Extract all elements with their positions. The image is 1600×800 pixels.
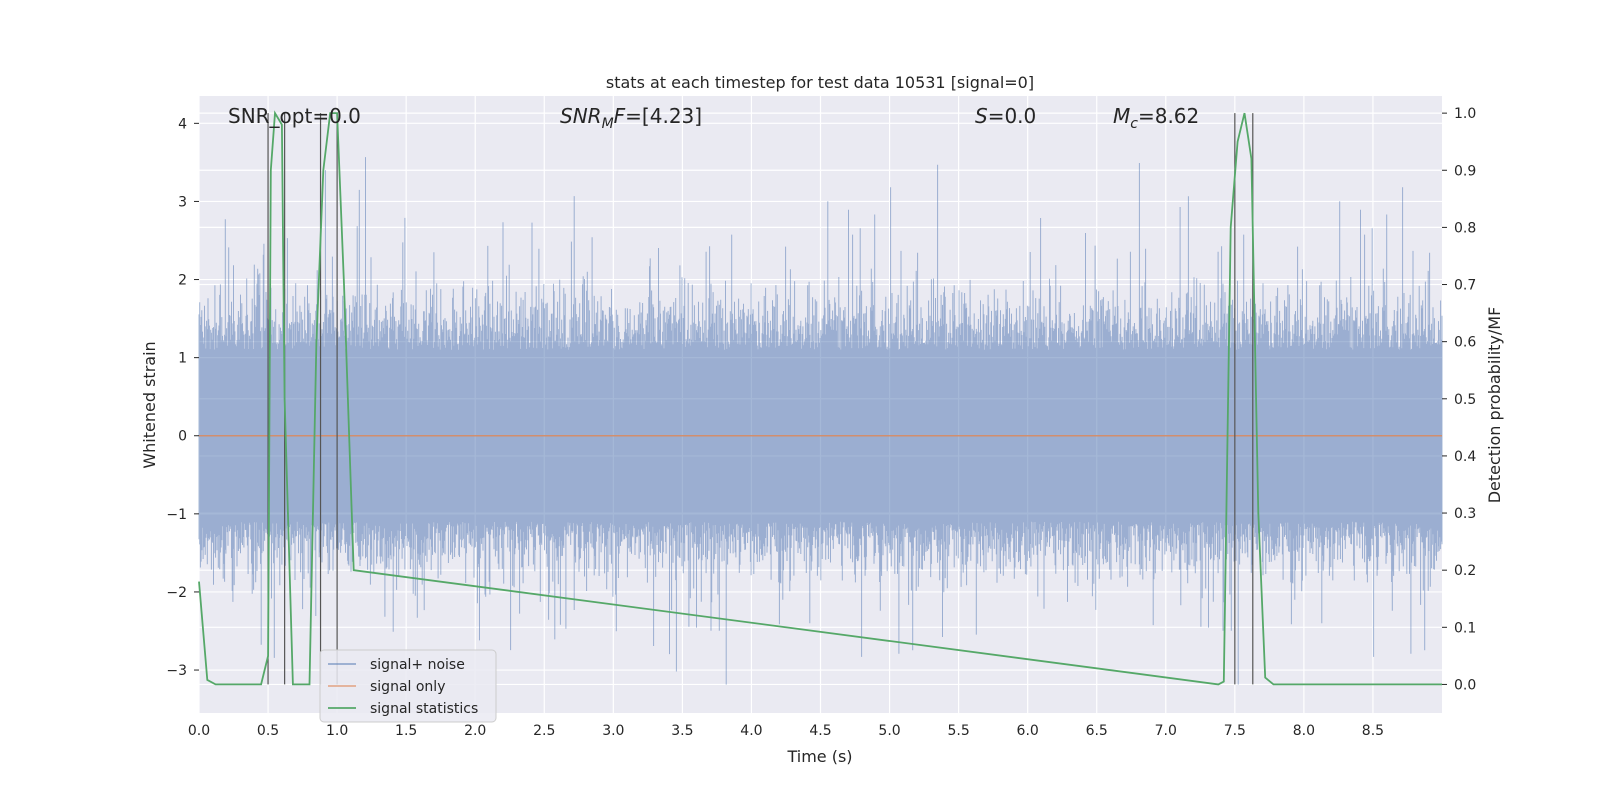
y-tick-label: 3 [178, 194, 187, 210]
annotation-s: S=0.0 [975, 104, 1036, 128]
x-axis-label: Time (s) [786, 747, 852, 766]
annotation-s-symbol: S [975, 104, 988, 128]
annotation-snr-mf-sub: M [602, 116, 614, 132]
annotation-snr-opt: SNR_opt=0.0 [228, 104, 361, 128]
x-tick-label: 6.5 [1086, 723, 1108, 739]
y-tick-label: −3 [166, 663, 187, 679]
y-axis-label: Whitened strain [140, 341, 159, 468]
x-tick-label: 5.0 [878, 723, 900, 739]
y2-tick-label: 0.2 [1454, 563, 1476, 579]
y2-tick-label: 0.7 [1454, 278, 1476, 294]
y-axis-ticks-right: 0.0 0.1 0.2 0.3 0.4 0.5 0.6 0.7 0.8 0.9 1.0 [1442, 106, 1476, 693]
y2-tick-label: 0.9 [1454, 163, 1476, 179]
y2-tick-label: 0.0 [1454, 677, 1476, 693]
x-tick-label: 4.5 [809, 723, 831, 739]
x-tick-label: 8.0 [1293, 723, 1315, 739]
legend-label-signal-only: signal only [370, 679, 445, 695]
y-tick-label: 2 [178, 273, 187, 289]
y2-tick-label: 0.3 [1454, 506, 1476, 522]
legend-label-signal-noise: signal+ noise [370, 657, 465, 673]
x-tick-label: 3.0 [602, 723, 624, 739]
y2-tick-label: 0.1 [1454, 620, 1476, 636]
x-tick-label: 7.5 [1224, 723, 1246, 739]
annotation-snr-mf-mid: F [614, 104, 626, 128]
y-tick-label: 4 [178, 116, 187, 132]
y-tick-label: 1 [178, 351, 187, 367]
x-tick-label: 1.5 [395, 723, 417, 739]
x-tick-label: 4.0 [740, 723, 762, 739]
annotation-snr-mf: SNRMF=[4.23] [560, 104, 702, 132]
y-axis-ticks-left: −3 −2 −1 0 1 2 3 4 [166, 116, 199, 679]
x-tick-label: 8.5 [1362, 723, 1384, 739]
y-tick-label: −1 [166, 507, 187, 523]
x-tick-label: 1.0 [326, 723, 348, 739]
y-tick-label: 0 [178, 429, 187, 445]
annotation-mc: Mc=8.62 [1113, 104, 1199, 132]
legend: signal+ noise signal only signal statist… [319, 649, 497, 723]
annotation-mc-value: =8.62 [1138, 104, 1199, 128]
legend-box [319, 649, 497, 723]
y-tick-label: −2 [166, 585, 187, 601]
annotation-mc-base: M [1113, 104, 1130, 128]
x-axis-ticks: 0.0 0.5 1.0 1.5 2.0 2.5 3.0 3.5 4.0 4.5 5.0 5.5 6.0 6… [188, 723, 1384, 739]
y2-tick-label: 0.8 [1454, 220, 1476, 236]
y2-tick-label: 1.0 [1454, 106, 1476, 122]
legend-label-signal-statistics: signal statistics [370, 701, 478, 717]
annotation-snr-mf-value: =[4.23] [625, 104, 702, 128]
x-tick-label: 7.0 [1155, 723, 1177, 739]
x-tick-label: 2.0 [464, 723, 486, 739]
annotation-snr-mf-base: SNR [560, 104, 602, 128]
chart-title: stats at each timestep for test data 105… [606, 73, 1034, 92]
x-tick-label: 3.5 [671, 723, 693, 739]
x-tick-label: 2.5 [533, 723, 555, 739]
x-tick-label: 0.0 [188, 723, 210, 739]
x-tick-label: 0.5 [257, 723, 279, 739]
y2-tick-label: 0.5 [1454, 392, 1476, 408]
y-axis-label-right: Detection probability/MF [1485, 307, 1504, 504]
x-tick-label: 5.5 [947, 723, 969, 739]
y2-tick-label: 0.6 [1454, 335, 1476, 351]
x-tick-label: 6.0 [1017, 723, 1039, 739]
annotation-mc-sub: c [1130, 116, 1138, 132]
signal-statistics-series [198, 110, 1442, 686]
y2-tick-label: 0.4 [1454, 449, 1476, 465]
annotation-s-value: =0.0 [988, 104, 1037, 128]
